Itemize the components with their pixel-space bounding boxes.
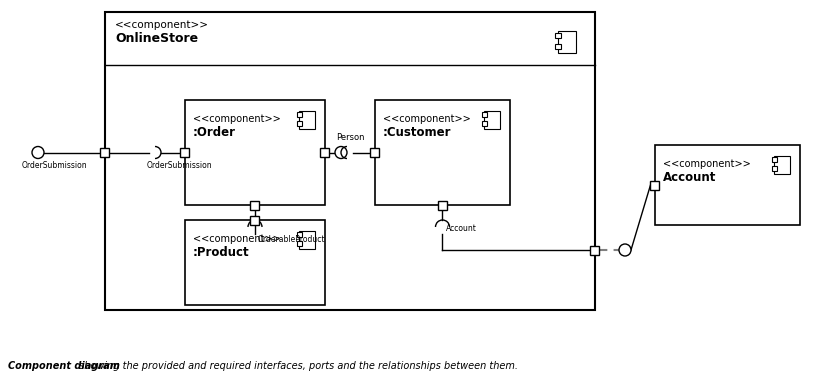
- Text: <<component>>: <<component>>: [663, 159, 751, 169]
- Circle shape: [335, 147, 347, 158]
- Bar: [772, 157, 777, 162]
- Text: Component diagram: Component diagram: [8, 361, 120, 371]
- Bar: [180, 148, 189, 157]
- Bar: [250, 200, 259, 210]
- Text: :Product: :Product: [193, 246, 249, 259]
- Circle shape: [32, 147, 44, 158]
- Text: Account: Account: [663, 171, 716, 184]
- Bar: [555, 44, 561, 49]
- Text: OrderSubmission: OrderSubmission: [22, 160, 87, 170]
- Bar: [558, 31, 576, 53]
- Bar: [485, 110, 500, 130]
- Bar: [370, 148, 379, 157]
- Bar: [185, 220, 325, 305]
- Text: Account: Account: [445, 224, 477, 233]
- Bar: [438, 200, 447, 210]
- Bar: [320, 148, 329, 157]
- Bar: [650, 181, 659, 189]
- Bar: [297, 122, 302, 126]
- Text: <<component>>: <<component>>: [115, 20, 209, 30]
- Text: <<component>>: <<component>>: [383, 114, 471, 124]
- Bar: [481, 122, 487, 126]
- Bar: [590, 245, 599, 255]
- Bar: [297, 242, 302, 246]
- Bar: [297, 232, 302, 237]
- Bar: [555, 33, 561, 38]
- Bar: [185, 100, 325, 205]
- Bar: [300, 231, 314, 249]
- Text: :Customer: :Customer: [383, 126, 452, 139]
- Bar: [772, 166, 777, 171]
- Text: <<component>>: <<component>>: [193, 234, 281, 244]
- Bar: [375, 100, 510, 205]
- Circle shape: [619, 244, 631, 256]
- Bar: [655, 145, 800, 225]
- Text: <<component>>: <<component>>: [193, 114, 281, 124]
- Bar: [774, 156, 789, 174]
- Bar: [100, 148, 109, 157]
- Bar: [250, 216, 259, 224]
- Bar: [105, 12, 595, 310]
- Text: OnlineStore: OnlineStore: [115, 32, 198, 45]
- Bar: [297, 112, 302, 117]
- Text: showing the provided and required interfaces, ports and the relationships betwee: showing the provided and required interf…: [76, 361, 518, 371]
- Text: :Order: :Order: [193, 126, 236, 139]
- Bar: [300, 110, 314, 130]
- Text: OrderableProduct: OrderableProduct: [258, 235, 326, 244]
- Bar: [481, 112, 487, 117]
- Text: OrderSubmission: OrderSubmission: [147, 160, 212, 170]
- Text: Person: Person: [336, 133, 365, 142]
